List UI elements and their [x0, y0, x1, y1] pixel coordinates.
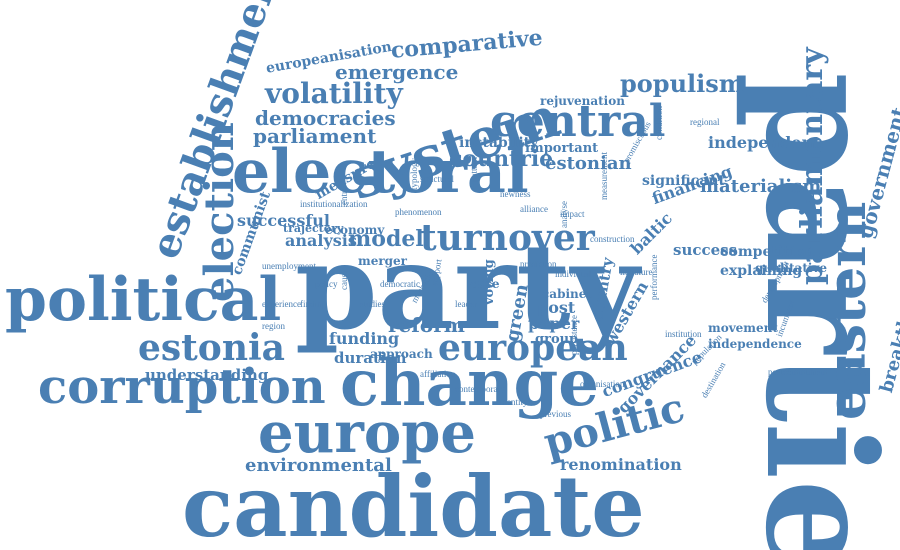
word-independent: independent — [708, 133, 821, 152]
tiny-word: impact — [560, 209, 585, 219]
tiny-word: analyse — [559, 201, 569, 228]
word-parliament: parliament — [253, 124, 377, 148]
tiny-word: newness — [500, 189, 531, 199]
word-election: election — [196, 122, 243, 302]
word-paper: paper — [528, 314, 580, 333]
word-independence: independence — [708, 337, 802, 351]
word-qualitative: qualitative — [755, 261, 828, 275]
tiny-word: studies — [360, 299, 386, 309]
word-cabinet: cabinet — [542, 287, 592, 301]
tiny-word: region — [262, 321, 285, 331]
word-reform: reform — [388, 313, 465, 337]
tiny-word: unemployment — [262, 261, 316, 271]
word-political: political — [5, 265, 282, 335]
tiny-word: typology — [409, 157, 419, 190]
tiny-word: institution — [665, 329, 702, 339]
word-comparative: comparative — [389, 24, 544, 64]
word-rejuvenation: rejuvenation — [540, 94, 625, 108]
tiny-word: performance — [649, 254, 659, 300]
word-turnover: turnover — [420, 217, 595, 259]
word-explaining: explaining — [720, 263, 803, 279]
word-group: group — [535, 332, 579, 347]
word-emergence: emergence — [335, 60, 459, 84]
word-competition: competition — [720, 244, 815, 260]
word-countrie: countrie — [449, 146, 554, 172]
word-trajectory: trajectory — [283, 222, 344, 235]
tiny-word: prediction — [520, 259, 557, 269]
tiny-word: experience — [262, 299, 301, 309]
tiny-word: policy — [315, 279, 338, 289]
tiny-word: affiliation — [420, 369, 456, 379]
word-environmental: environmental — [245, 455, 392, 476]
word-estonian: estonian — [545, 153, 632, 174]
word-duration: duration — [334, 349, 407, 367]
word-merger: merger — [358, 254, 408, 268]
tiny-word: literature — [620, 267, 653, 277]
tiny-word: entry — [339, 186, 349, 206]
tiny-word: persistence — [569, 315, 579, 355]
tiny-word: leader — [455, 299, 477, 309]
word-electoral: electoral — [232, 137, 529, 207]
word-significant: significant — [642, 173, 725, 189]
tiny-word: pattern — [469, 157, 479, 182]
word-europe: europe — [258, 400, 476, 466]
tiny-word: regional — [690, 117, 720, 127]
tiny-word: previous — [540, 409, 571, 419]
tiny-word: democratic — [380, 279, 420, 289]
word-renomination: renomination — [560, 455, 682, 474]
word-change: change — [340, 346, 599, 421]
word-analysis: analysis — [285, 231, 357, 250]
tiny-word: organisation — [580, 379, 625, 389]
tiny-word: destination — [699, 360, 728, 400]
word-approach: approach — [370, 347, 433, 361]
word-economy: economy — [325, 223, 385, 237]
word-important: important — [525, 141, 599, 156]
tiny-word: institutionalization — [300, 199, 368, 209]
word-central: central — [490, 96, 666, 147]
word-democracies: democracies — [255, 106, 396, 130]
word-post: post — [537, 298, 576, 317]
word-success: success — [673, 241, 738, 259]
word-successful: successful — [237, 211, 330, 230]
word-european: european — [438, 327, 628, 369]
word-case: case — [470, 277, 500, 291]
word-movement: movement — [708, 321, 778, 335]
word-estonia: estonia — [138, 327, 285, 369]
tiny-word: construction — [590, 234, 635, 244]
word-party: party — [295, 217, 640, 356]
word-corruption: corruption — [38, 359, 326, 415]
tiny-word: identity — [500, 397, 528, 407]
tiny-word: structural — [420, 174, 454, 184]
word-funding: funding — [329, 329, 400, 348]
word-instability: instability — [459, 135, 539, 151]
tiny-word: alliance — [520, 204, 548, 214]
tiny-word: individual — [555, 269, 592, 279]
tiny-word: causal — [339, 267, 349, 291]
tiny-word: finding — [300, 299, 326, 309]
word-candidate: candidate — [182, 457, 645, 550]
word-model: model — [348, 226, 424, 252]
word-populism: populism — [620, 69, 745, 98]
tiny-word: measurement — [599, 152, 609, 200]
tiny-word: contemporary — [455, 384, 505, 394]
tiny-word: condition — [654, 106, 664, 140]
word-volatility: volatility — [265, 77, 403, 110]
word-materialism: materialism — [700, 176, 822, 197]
tiny-word: phenomenon — [395, 207, 442, 217]
tiny-word: postcommunism — [768, 367, 828, 377]
word-understanding: understanding — [145, 366, 269, 384]
